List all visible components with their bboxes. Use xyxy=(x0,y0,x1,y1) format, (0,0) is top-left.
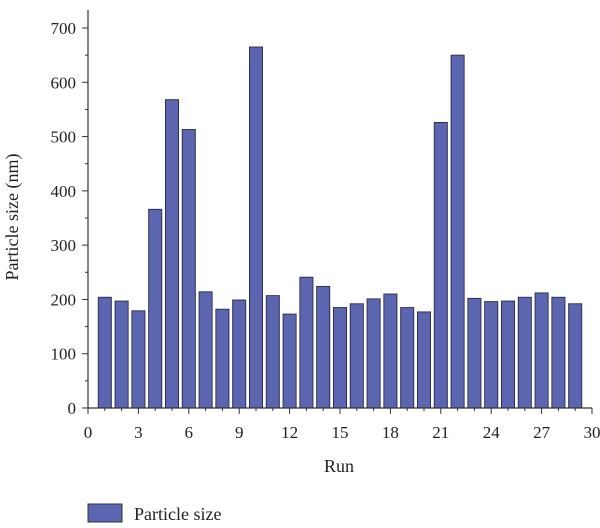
y-tick-label: 400 xyxy=(51,182,77,201)
bar-run-22 xyxy=(450,54,465,409)
bar-run-3 xyxy=(131,310,146,409)
x-tick-label: 27 xyxy=(533,423,551,442)
y-axis-title: Particle size (nm) xyxy=(2,154,23,281)
bars-group xyxy=(97,46,583,409)
bar-run-15 xyxy=(332,307,348,409)
bar-run-25 xyxy=(500,300,516,409)
bar-run-2 xyxy=(114,300,129,409)
x-axis-ticks: 0 3 6 9 12 15 18 21 24 27 30 xyxy=(84,408,600,442)
x-tick-label: 9 xyxy=(235,423,244,442)
x-tick-label: 18 xyxy=(382,423,399,442)
bar-run-21 xyxy=(433,122,448,409)
bar-run-27 xyxy=(534,292,549,409)
x-tick-label: 6 xyxy=(185,423,194,442)
x-tick-label: 3 xyxy=(134,423,143,442)
legend: Particle size xyxy=(87,503,221,524)
y-tick-label: 0 xyxy=(68,399,77,418)
x-tick-label: 30 xyxy=(584,423,600,442)
legend-swatch xyxy=(87,503,123,523)
legend-label: Particle size xyxy=(134,504,221,524)
x-tick-label: 21 xyxy=(432,423,449,442)
bar-run-12 xyxy=(282,313,297,409)
bar-run-5 xyxy=(164,99,180,409)
bar-run-24 xyxy=(484,301,499,409)
bar-run-17 xyxy=(366,298,381,409)
bar-run-18 xyxy=(383,293,398,409)
bar-run-9 xyxy=(232,299,247,409)
bar-run-11 xyxy=(265,295,280,409)
bar-run-26 xyxy=(517,296,532,409)
y-tick-label: 300 xyxy=(51,236,77,255)
x-tick-label: 0 xyxy=(84,423,93,442)
x-tick-label: 24 xyxy=(483,423,501,442)
bar-run-8 xyxy=(215,308,230,409)
bar-run-28 xyxy=(551,296,566,409)
y-tick-label: 100 xyxy=(51,345,77,364)
bar-run-4 xyxy=(148,208,163,409)
x-axis-title: Run xyxy=(324,456,354,476)
bar-run-13 xyxy=(299,276,314,409)
bar-run-19 xyxy=(400,307,415,409)
bar-run-29 xyxy=(568,303,583,409)
y-tick-label: 500 xyxy=(51,128,77,147)
bar-run-10 xyxy=(248,46,264,409)
bar-run-1 xyxy=(97,296,112,409)
y-tick-label: 600 xyxy=(51,73,77,92)
y-tick-label: 200 xyxy=(51,290,77,309)
y-tick-label: 700 xyxy=(51,19,77,38)
bar-run-7 xyxy=(198,291,213,409)
bar-run-14 xyxy=(316,285,331,409)
bar-run-20 xyxy=(416,311,432,409)
x-tick-label: 12 xyxy=(281,423,298,442)
bar-run-16 xyxy=(349,303,364,409)
bar-run-23 xyxy=(467,297,482,409)
x-tick-label: 15 xyxy=(332,423,349,442)
y-axis-ticks: 0 100 200 300 400 500 600 700 xyxy=(51,19,88,418)
bar-run-6 xyxy=(181,129,196,409)
